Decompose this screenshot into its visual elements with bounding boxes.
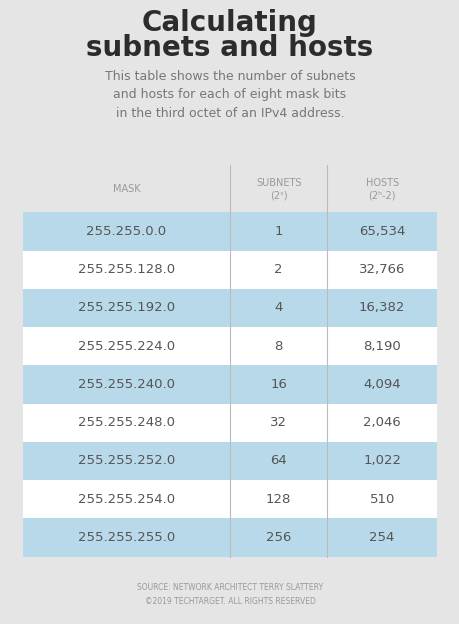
Text: SUBNETS
(2ˢ): SUBNETS (2ˢ) <box>255 178 301 200</box>
Text: 32: 32 <box>269 416 286 429</box>
Text: 255.255.240.0: 255.255.240.0 <box>78 378 174 391</box>
Bar <box>23 404 436 442</box>
Text: 4,094: 4,094 <box>363 378 400 391</box>
Text: 255.255.128.0: 255.255.128.0 <box>78 263 175 276</box>
Text: subnets and hosts: subnets and hosts <box>86 34 373 62</box>
Text: 8,190: 8,190 <box>363 339 400 353</box>
Text: 16: 16 <box>269 378 286 391</box>
Text: 4: 4 <box>274 301 282 314</box>
Text: 255.255.192.0: 255.255.192.0 <box>78 301 175 314</box>
Text: 255.255.224.0: 255.255.224.0 <box>78 339 175 353</box>
Text: 64: 64 <box>270 454 286 467</box>
Bar <box>23 289 436 327</box>
Text: 255.255.252.0: 255.255.252.0 <box>78 454 175 467</box>
Bar <box>23 327 436 365</box>
Text: Calculating: Calculating <box>142 9 317 37</box>
Text: HOSTS
(2ʰ-2): HOSTS (2ʰ-2) <box>365 178 398 200</box>
Text: 8: 8 <box>274 339 282 353</box>
Text: 255.255.248.0: 255.255.248.0 <box>78 416 174 429</box>
Text: 256: 256 <box>265 531 291 544</box>
Text: This table shows the number of subnets
and hosts for each of eight mask bits
in : This table shows the number of subnets a… <box>105 70 354 120</box>
Text: SOURCE: NETWORK ARCHITECT TERRY SLATTERY
©2019 TECHTARGET. ALL RIGHTS RESERVED: SOURCE: NETWORK ARCHITECT TERRY SLATTERY… <box>137 583 322 606</box>
Text: 255.255.255.0: 255.255.255.0 <box>78 531 175 544</box>
Bar <box>23 212 436 251</box>
Bar <box>23 442 436 480</box>
Text: 2: 2 <box>274 263 282 276</box>
Text: 510: 510 <box>369 493 394 505</box>
Text: MASK: MASK <box>112 184 140 194</box>
Bar <box>23 365 436 404</box>
Bar <box>23 251 436 289</box>
Text: 1: 1 <box>274 225 282 238</box>
Text: 255.255.254.0: 255.255.254.0 <box>78 493 175 505</box>
Text: 128: 128 <box>265 493 291 505</box>
Bar <box>23 519 436 557</box>
Text: 2,046: 2,046 <box>363 416 400 429</box>
Bar <box>23 165 436 212</box>
Text: 32,766: 32,766 <box>358 263 404 276</box>
Text: 1,022: 1,022 <box>362 454 400 467</box>
Text: 255.255.0.0: 255.255.0.0 <box>86 225 166 238</box>
Bar <box>23 480 436 519</box>
Text: 254: 254 <box>369 531 394 544</box>
Text: 16,382: 16,382 <box>358 301 404 314</box>
Text: 65,534: 65,534 <box>358 225 404 238</box>
